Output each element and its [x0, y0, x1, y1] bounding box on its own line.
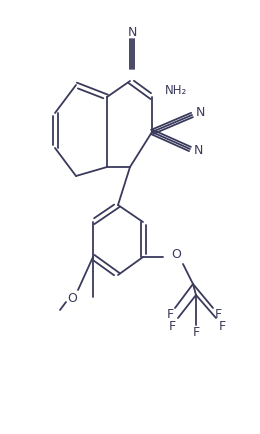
Text: F: F [192, 326, 200, 339]
Text: N: N [193, 144, 203, 157]
Text: N: N [127, 26, 137, 39]
Text: O: O [171, 249, 181, 262]
Text: F: F [166, 309, 174, 322]
Text: F: F [168, 319, 176, 332]
Text: F: F [218, 319, 226, 332]
Text: F: F [214, 309, 222, 322]
Text: O: O [67, 292, 77, 305]
Text: NH₂: NH₂ [165, 83, 187, 96]
Text: N: N [195, 106, 205, 119]
